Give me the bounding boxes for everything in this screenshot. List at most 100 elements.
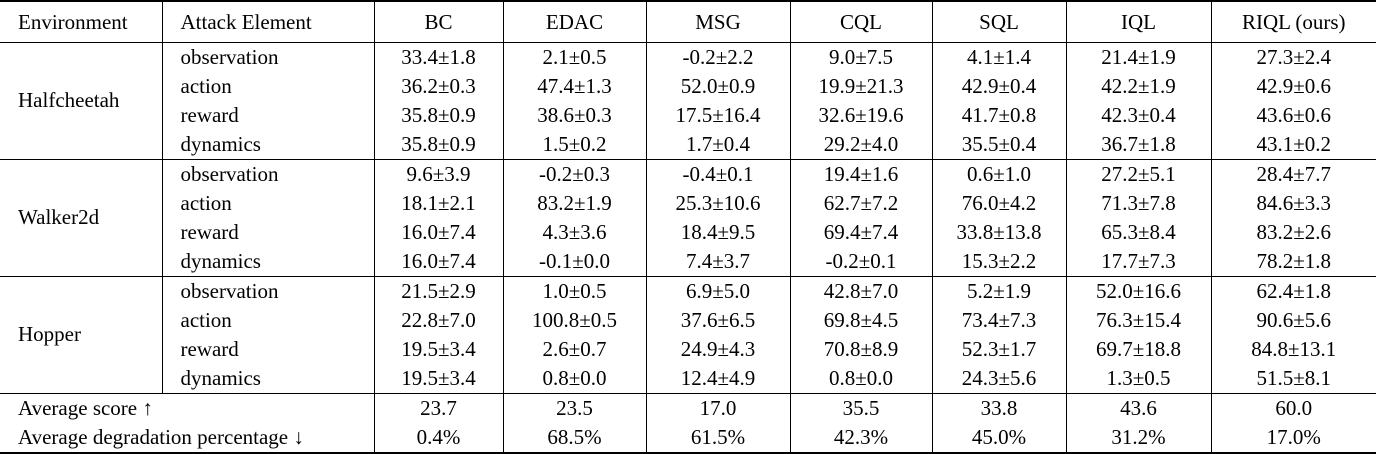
summary-value: 0.4% (374, 422, 504, 453)
summary-value: 31.2% (1066, 422, 1212, 453)
table-row: dynamics 35.8±0.9 1.5±0.2 1.7±0.4 29.2±4.0 35… (0, 129, 1376, 160)
column-header: SQL (932, 1, 1067, 43)
score-cell: 0.6±1.0 (932, 159, 1067, 189)
score-cell: 9.6±3.9 (374, 159, 504, 189)
score-cell: 37.6±6.5 (646, 305, 791, 335)
summary-value: 23.5 (503, 393, 647, 423)
table-row: reward 19.5±3.4 2.6±0.7 24.9±4.3 70.8±8.9 52.… (0, 334, 1376, 364)
summary-value: 43.6 (1066, 393, 1212, 423)
summary-value: 23.7 (374, 393, 504, 423)
score-cell: 51.5±8.1 (1256, 365, 1332, 390)
summary-label: Average score ↑ (0, 393, 375, 423)
score-cell: -0.2±0.3 (503, 159, 647, 189)
table-row: reward 16.0±7.4 4.3±3.6 18.4±9.5 69.4±7.4 33.… (0, 217, 1376, 247)
score-cell: 9.0±7.5 (790, 42, 933, 72)
score-cell: 19.4±1.6 (790, 159, 933, 189)
column-header: IQL (1066, 1, 1212, 43)
column-header: Attack Element (162, 1, 375, 43)
score-cell: 17.7±7.3 (1066, 246, 1212, 277)
score-cell: 43.1±0.2 (1256, 131, 1332, 156)
attack-element: action (162, 305, 375, 335)
summary-label: Average degradation percentage ↓ (0, 422, 375, 453)
score-cell: 42.8±7.0 (790, 276, 933, 306)
environment-group: Halfcheetah observation 33.4±1.8 2.1±0.5 -0.… (0, 42, 1376, 160)
table-row: reward 35.8±0.9 38.6±0.3 17.5±16.4 32.6±19.6… (0, 100, 1376, 130)
score-cell: 84.8±13.1 (1251, 336, 1337, 361)
score-cell: 83.2±2.6 (1256, 219, 1332, 244)
attack-element: dynamics (162, 246, 375, 277)
score-cell: 52.0±16.6 (1066, 276, 1212, 306)
score-cell: 19.9±21.3 (790, 72, 933, 101)
score-cell: 24.9±4.3 (646, 334, 791, 364)
environment-name: Walker2d (0, 159, 163, 277)
score-cell: 90.6±5.6 (1256, 307, 1332, 332)
summary-value: 42.3% (790, 422, 933, 453)
column-header: Environment (0, 1, 163, 43)
table-row: action 18.1±2.1 83.2±1.9 25.3±10.6 62.7±7.2 7… (0, 188, 1376, 218)
score-cell: 16.0±7.4 (374, 217, 504, 247)
score-cell: 52.3±1.7 (932, 334, 1067, 364)
summary-value: 68.5% (503, 422, 647, 453)
attack-element: action (162, 188, 375, 218)
environment-name: Halfcheetah (0, 42, 163, 160)
score-cell: 65.3±8.4 (1066, 217, 1212, 247)
score-cell: 76.0±4.2 (932, 188, 1067, 218)
score-cell: 1.5±0.2 (503, 129, 647, 160)
score-cell: -0.2±0.1 (790, 246, 933, 277)
score-cell: 78.2±1.8 (1256, 248, 1332, 273)
table-row: Halfcheetah observation 33.4±1.8 2.1±0.5 -0.… (0, 42, 1376, 160)
score-cell: 4.1±1.4 (932, 42, 1067, 72)
score-cell: 21.4±1.9 (1066, 42, 1212, 72)
score-cell: 33.8±13.8 (932, 217, 1067, 247)
attack-element: observation (162, 276, 375, 306)
summary-value: 60.0 (1275, 395, 1313, 420)
score-cell: 36.2±0.3 (374, 72, 504, 101)
score-cell: 27.2±5.1 (1066, 159, 1212, 189)
column-header: RIQL (ours) (1241, 9, 1346, 34)
attack-element: reward (162, 100, 375, 130)
score-cell: 83.2±1.9 (503, 188, 647, 218)
summary-section: Average score ↑ 23.7 23.5 17.0 35.5 33.8 43.6 6… (0, 393, 1376, 453)
score-cell: 71.3±7.8 (1066, 188, 1212, 218)
score-cell: 76.3±15.4 (1066, 305, 1212, 335)
score-cell: 73.4±7.3 (932, 305, 1067, 335)
score-cell: 33.4±1.8 (374, 42, 504, 72)
score-cell: 19.5±3.4 (374, 334, 504, 364)
header-row: Environment Attack Element BC EDAC MSG CQL SQL… (0, 1, 1376, 43)
score-cell: 35.8±0.9 (374, 100, 504, 130)
table-row: action 22.8±7.0 100.8±0.5 37.6±6.5 69.8±4.5 7… (0, 305, 1376, 335)
environment-group: Walker2d observation 9.6±3.9 -0.2±0.3 -0.4±0… (0, 159, 1376, 277)
table-row: dynamics 19.5±3.4 0.8±0.0 12.4±4.9 0.8±0.0 24… (0, 363, 1376, 394)
score-cell: 47.4±1.3 (503, 72, 647, 101)
summary-row: Average score ↑ 23.7 23.5 17.0 35.5 33.8 43.6 6… (0, 393, 1376, 423)
score-cell: 1.0±0.5 (503, 276, 647, 306)
column-header: MSG (646, 1, 791, 43)
attack-element: dynamics (162, 129, 375, 160)
score-cell: 4.3±3.6 (503, 217, 647, 247)
score-cell: 69.7±18.8 (1066, 334, 1212, 364)
summary-value: 45.0% (932, 422, 1067, 453)
score-cell: 42.3±0.4 (1066, 100, 1212, 130)
summary-value: 17.0% (1266, 424, 1321, 449)
score-cell: 6.9±5.0 (646, 276, 791, 306)
score-cell: 15.3±2.2 (932, 246, 1067, 277)
score-cell: -0.4±0.1 (646, 159, 791, 189)
attack-element: observation (162, 42, 375, 72)
score-cell: 22.8±7.0 (374, 305, 504, 335)
score-cell: 24.3±5.6 (932, 363, 1067, 394)
score-cell: 0.8±0.0 (503, 363, 647, 394)
table-header: Environment Attack Element BC EDAC MSG CQL SQL… (0, 1, 1376, 43)
score-cell: 25.3±10.6 (646, 188, 791, 218)
score-cell: -0.2±2.2 (646, 42, 791, 72)
score-cell: 62.4±1.8 (1256, 278, 1332, 303)
score-cell: 2.6±0.7 (503, 334, 647, 364)
summary-value: 35.5 (790, 393, 933, 423)
score-cell: 69.4±7.4 (790, 217, 933, 247)
environment-name: Hopper (0, 276, 163, 394)
summary-value: 17.0 (646, 393, 791, 423)
score-cell: 1.7±0.4 (646, 129, 791, 160)
attack-element: action (162, 72, 375, 101)
score-cell: 42.9±0.4 (932, 72, 1067, 101)
score-cell: 28.4±7.7 (1256, 161, 1332, 186)
